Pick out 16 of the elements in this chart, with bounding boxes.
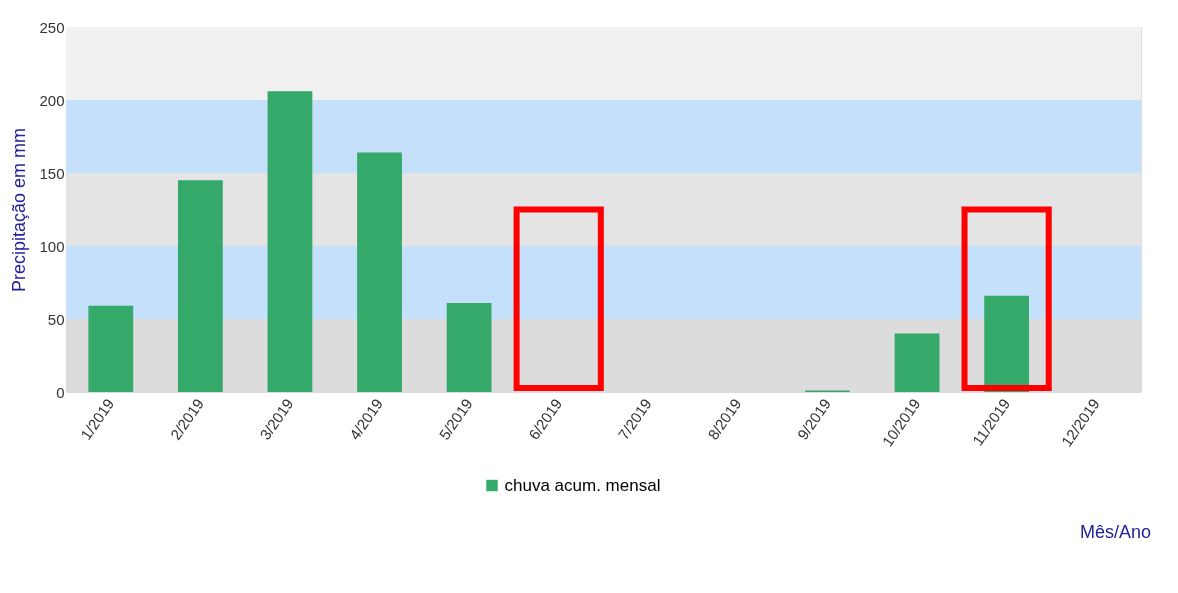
y-axis-title: Precipitação em mm bbox=[9, 127, 30, 293]
bar bbox=[446, 302, 492, 392]
y-tick-label: 100 bbox=[39, 237, 65, 255]
y-tick-label: 150 bbox=[39, 164, 65, 182]
x-axis-title: Mês/Ano bbox=[1079, 522, 1151, 542]
y-tick-label: 50 bbox=[47, 310, 65, 328]
bar bbox=[88, 305, 134, 392]
y-tick-label: 250 bbox=[39, 18, 65, 36]
bar bbox=[357, 152, 402, 392]
bar bbox=[267, 91, 313, 392]
y-tick-label: 0 bbox=[56, 383, 65, 401]
legend-label: chuva acum. mensal bbox=[504, 475, 661, 495]
bar bbox=[894, 333, 940, 392]
bar bbox=[984, 295, 1030, 392]
bar bbox=[177, 180, 223, 392]
y-tick-label: 200 bbox=[39, 91, 65, 109]
